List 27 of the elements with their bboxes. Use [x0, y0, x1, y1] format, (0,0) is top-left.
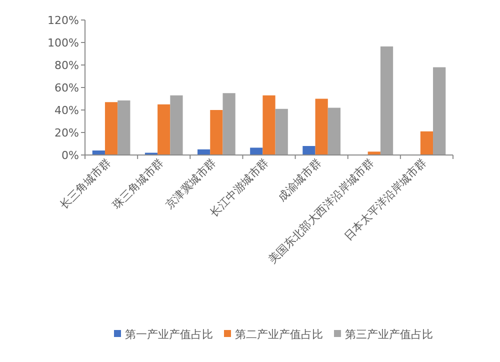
bar: [262, 95, 276, 155]
bar: [118, 100, 130, 155]
legend-label: 第三产业产值占比: [345, 328, 433, 341]
x-tick-label: 珠三角城市群: [110, 156, 166, 212]
y-tick-label: 60%: [54, 82, 79, 94]
legend-label: 第二产业产值占比: [235, 328, 323, 341]
bar: [380, 46, 394, 155]
bar: [210, 110, 223, 155]
bar: [170, 95, 183, 155]
y-tick-label: 0%: [62, 149, 79, 162]
y-tick-label: 20%: [54, 126, 79, 140]
bar: [275, 108, 288, 155]
legend-label: 第一产业产值占比: [125, 328, 213, 341]
y-tick-label: 80%: [54, 59, 79, 72]
x-tick-label: 成渝城市群: [276, 156, 324, 204]
bar: [250, 148, 263, 155]
bar: [315, 98, 328, 155]
y-tick-label: 40%: [54, 104, 79, 117]
bar: [104, 102, 118, 155]
bar: [328, 108, 340, 155]
bar: [302, 146, 316, 155]
y-tick-label: 100%: [48, 36, 79, 50]
bar: [420, 131, 434, 155]
bar: [433, 67, 446, 155]
y-tick-label: 120%: [48, 14, 79, 27]
bar: [158, 104, 170, 155]
bar: [222, 93, 236, 155]
